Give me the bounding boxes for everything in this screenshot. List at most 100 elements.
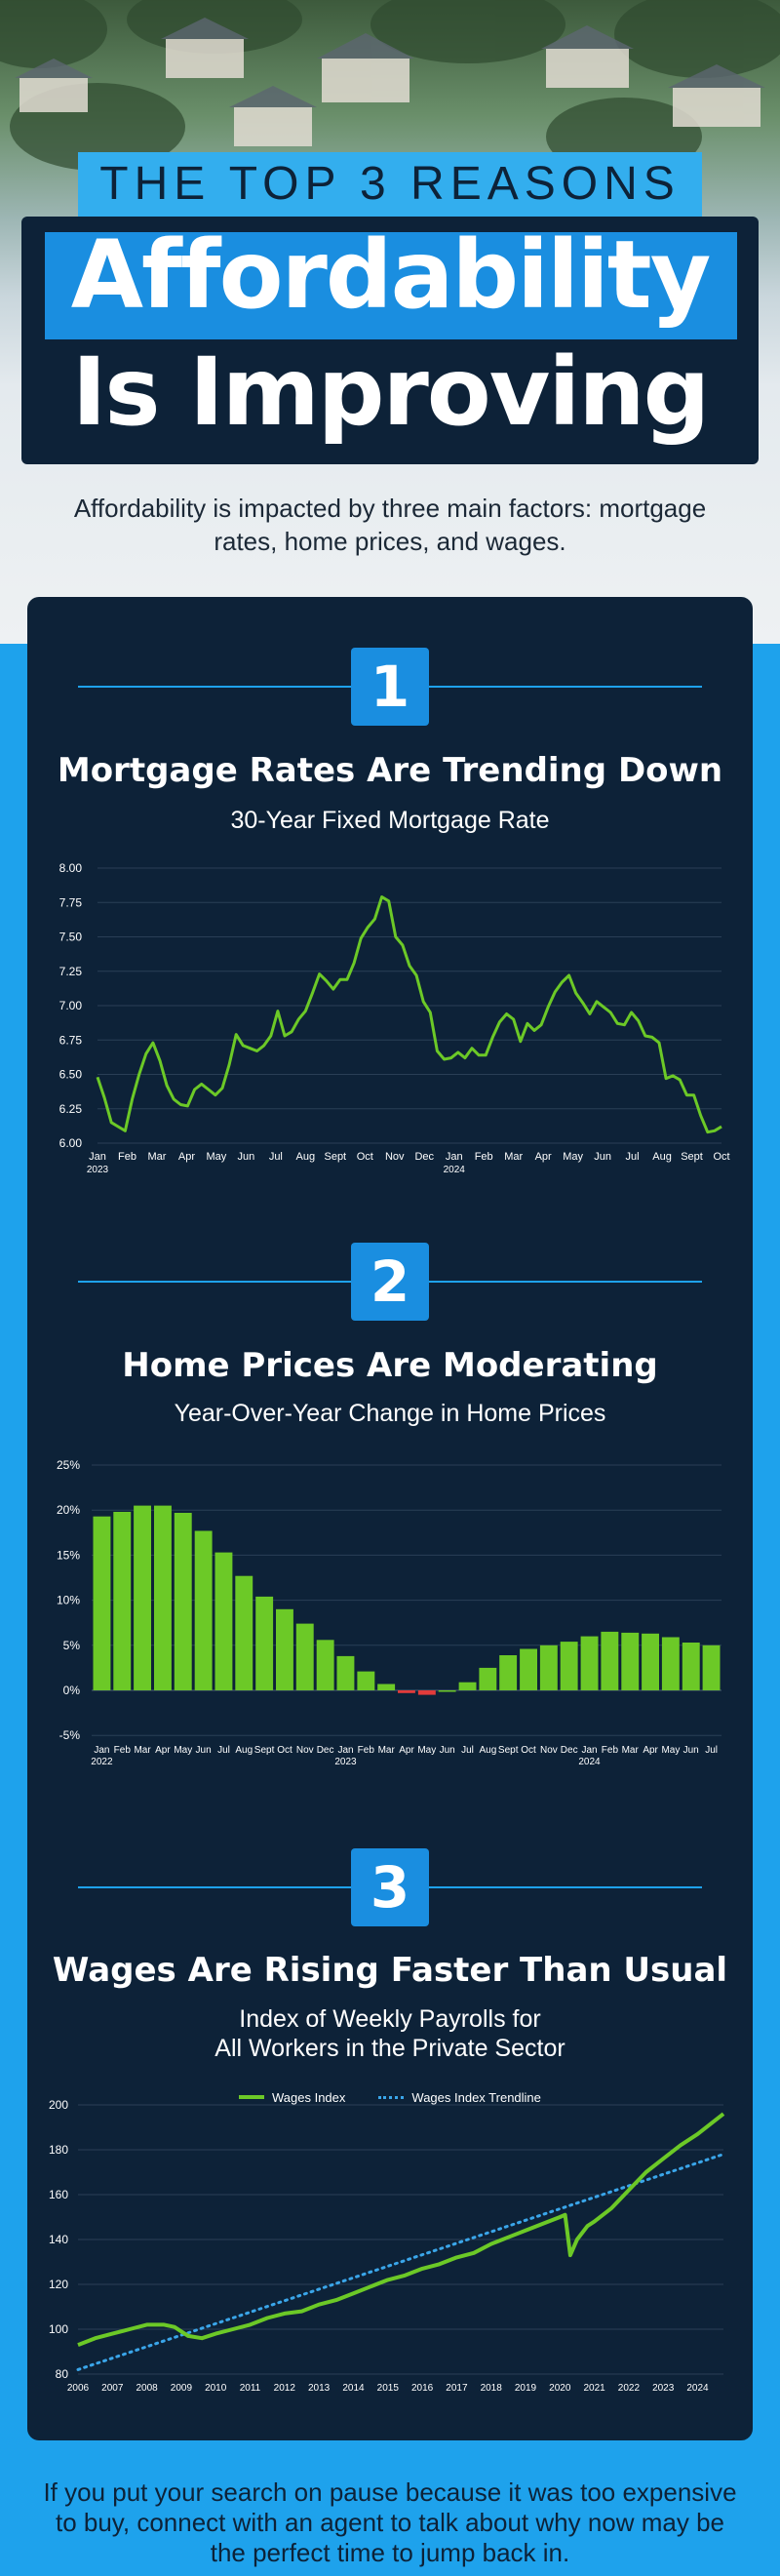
bar (479, 1667, 497, 1690)
section-3-badge: 3 (351, 1848, 429, 1926)
x-tick-label: 2014 (342, 2383, 365, 2394)
x-tick-label: Apr (535, 1151, 552, 1163)
x-tick-label: Aug (296, 1151, 316, 1163)
x-tick-label: Jun (196, 1745, 212, 1756)
page-title-line2: Is Improving (71, 337, 711, 447)
x-tick-label: Sept (498, 1745, 519, 1756)
x-tick-label: Sept (681, 1151, 703, 1163)
x-tick-label: Jul (461, 1745, 474, 1756)
bar (316, 1640, 334, 1690)
x-tick-label: May (174, 1745, 192, 1756)
x-tick-label: Mar (147, 1151, 166, 1163)
x-tick-label: Jul (705, 1745, 718, 1756)
bar (174, 1513, 192, 1690)
x-tick-label: 2019 (515, 2383, 537, 2394)
page-title-line1: Affordability (70, 220, 712, 330)
section-1-title: Mortgage Rates Are Trending Down (57, 751, 723, 790)
section-3-subtitle-line2: All Workers in the Private Sector (214, 2035, 566, 2062)
x-tick-label: Feb (602, 1745, 619, 1756)
x-tick-label: Feb (475, 1151, 493, 1163)
x-tick-label: Jul (269, 1151, 283, 1163)
x-tick-label: Feb (118, 1151, 136, 1163)
bar (520, 1648, 537, 1690)
x-tick-label: May (417, 1745, 436, 1756)
x-tick-label: Feb (358, 1745, 375, 1756)
section-divider-left (78, 686, 353, 688)
bar (276, 1608, 293, 1690)
bar (93, 1516, 111, 1690)
section-divider-right (427, 1281, 702, 1283)
y-tick-label: 100 (49, 2322, 68, 2336)
bar (255, 1596, 274, 1690)
y-tick-label: 160 (49, 2188, 68, 2201)
y-tick-label: -5% (59, 1728, 81, 1742)
section-2-title: Home Prices Are Moderating (122, 1346, 658, 1385)
bar (417, 1690, 436, 1695)
y-tick-label: 180 (49, 2143, 68, 2157)
x-tick-label: May (661, 1745, 680, 1756)
section-3-subtitle-line1: Index of Weekly Payrolls for (239, 2005, 541, 2033)
y-tick-label: 120 (49, 2278, 68, 2291)
legend-swatch-wages (239, 2095, 264, 2099)
wages-index-line (77, 2112, 725, 2347)
legend-label-trendline: Wages Index Trendline (411, 2089, 541, 2105)
wages-trendline (76, 2153, 725, 2371)
bar (539, 1645, 558, 1690)
x-tick-label: Aug (652, 1151, 672, 1163)
legend-swatch-trendline (378, 2095, 405, 2099)
x-tick-label: Mar (622, 1745, 640, 1756)
bar (458, 1682, 477, 1690)
bar (377, 1684, 396, 1690)
x-tick-label: Feb (114, 1745, 132, 1756)
y-tick-label: 5% (63, 1639, 81, 1652)
y-tick-label: 6.50 (59, 1068, 83, 1082)
bar (702, 1645, 721, 1690)
x-tick-label: 2021 (583, 2383, 605, 2394)
y-tick-label: 200 (49, 2098, 68, 2112)
y-tick-label: 140 (49, 2233, 68, 2246)
bar (194, 1530, 213, 1690)
year-label: 2024 (578, 1757, 601, 1767)
x-tick-label: 2016 (411, 2383, 434, 2394)
x-tick-label: Jun (238, 1151, 255, 1163)
x-tick-label: Jan (446, 1151, 463, 1163)
x-tick-label: 2020 (549, 2383, 571, 2394)
bar (580, 1636, 599, 1690)
section-2-subtitle: Year-Over-Year Change in Home Prices (174, 1400, 606, 1427)
y-tick-label: 25% (57, 1458, 80, 1472)
y-tick-label: 6.00 (59, 1136, 83, 1150)
y-tick-label: 0% (63, 1684, 81, 1697)
x-tick-label: Sept (254, 1745, 275, 1756)
bar (560, 1642, 578, 1690)
x-tick-label: May (207, 1151, 227, 1163)
section-3-title: Wages Are Rising Faster Than Usual (52, 1951, 728, 1990)
x-tick-label: 2013 (308, 2383, 331, 2394)
year-label: 2022 (91, 1757, 113, 1767)
x-tick-label: 2008 (136, 2383, 158, 2394)
x-tick-label: Apr (399, 1745, 414, 1756)
bar (154, 1505, 172, 1690)
x-tick-label: May (563, 1151, 583, 1163)
x-tick-label: Mar (134, 1745, 151, 1756)
chart-legend: Wages Index Wages Index Trendline (239, 2087, 541, 2107)
y-tick-label: 80 (56, 2367, 69, 2381)
x-tick-label: 2018 (481, 2383, 503, 2394)
x-tick-label: Aug (235, 1745, 253, 1756)
x-tick-label: Oct (277, 1745, 292, 1756)
x-tick-label: Aug (480, 1745, 497, 1756)
x-tick-label: 2022 (618, 2383, 641, 2394)
x-tick-label: Jan (581, 1745, 597, 1756)
x-tick-label: Nov (385, 1151, 405, 1163)
bar (438, 1690, 456, 1692)
x-tick-label: Dec (317, 1745, 334, 1756)
x-tick-label: 2015 (377, 2383, 400, 2394)
bar (661, 1637, 680, 1690)
y-tick-label: 8.00 (59, 861, 83, 875)
kicker-banner: THE TOP 3 REASONS (78, 152, 702, 217)
y-tick-label: 7.75 (59, 895, 83, 909)
bar (682, 1643, 700, 1690)
section-divider-right (427, 1886, 702, 1888)
x-tick-label: Apr (178, 1151, 195, 1163)
x-tick-label: Dec (414, 1151, 434, 1163)
x-tick-label: Nov (296, 1745, 314, 1756)
